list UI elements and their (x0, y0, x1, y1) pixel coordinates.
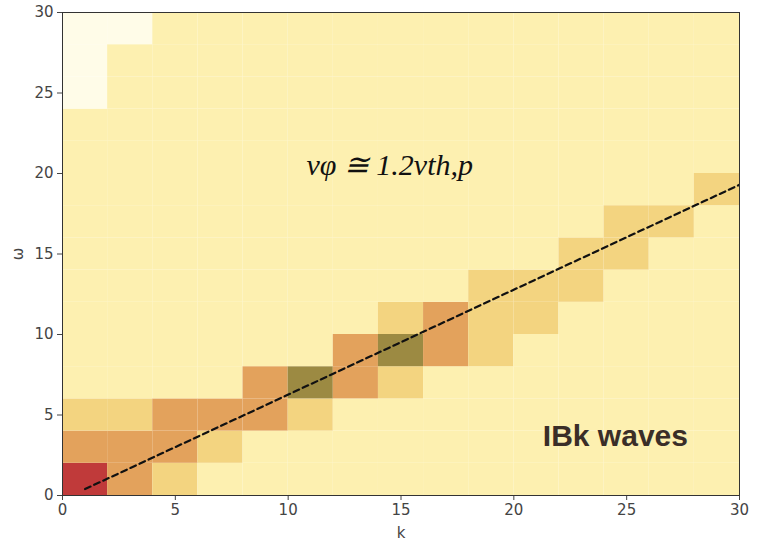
svg-text:15: 15 (391, 501, 410, 519)
svg-text:5: 5 (171, 501, 181, 519)
svg-text:ω: ω (9, 248, 27, 261)
svg-text:20: 20 (34, 164, 53, 182)
svg-text:25: 25 (617, 501, 636, 519)
svg-text:25: 25 (34, 84, 53, 102)
svg-text:20: 20 (504, 501, 523, 519)
svg-text:IBk waves: IBk waves (543, 419, 688, 452)
svg-text:0: 0 (58, 501, 68, 519)
svg-text:0: 0 (44, 486, 54, 504)
svg-text:10: 10 (34, 325, 53, 343)
svg-text:k: k (397, 524, 406, 541)
svg-text:30: 30 (34, 3, 53, 21)
svg-text:10: 10 (279, 501, 298, 519)
svg-text:vφ ≅ 1.2vth,p: vφ ≅ 1.2vth,p (306, 148, 473, 181)
svg-text:30: 30 (730, 501, 749, 519)
svg-text:5: 5 (44, 406, 54, 424)
svg-text:15: 15 (34, 245, 53, 263)
